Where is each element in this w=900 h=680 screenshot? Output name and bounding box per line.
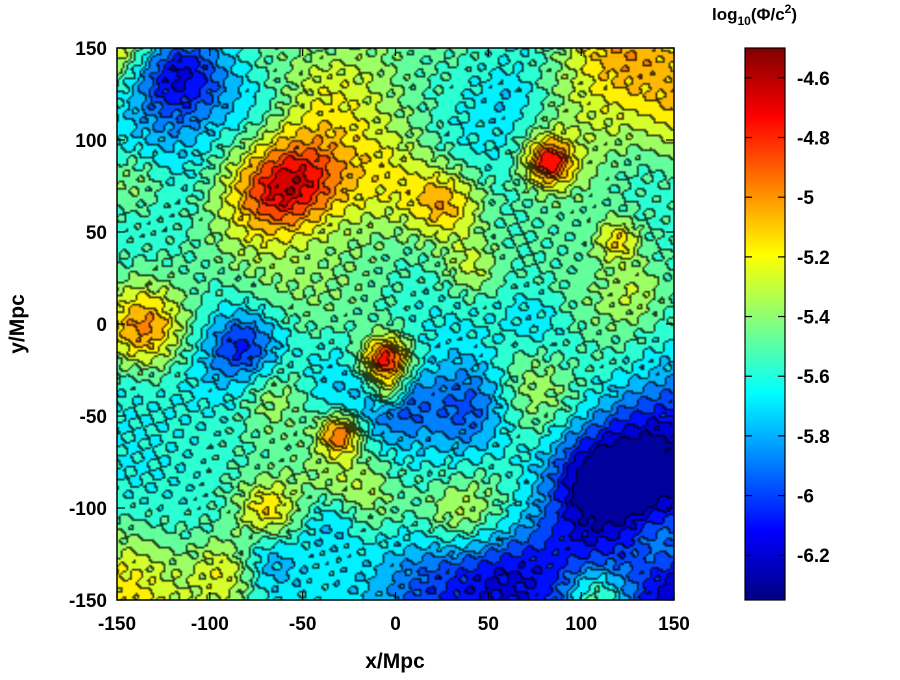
colorbar-tick-label: -5 bbox=[797, 188, 814, 209]
colorbar-gradient bbox=[745, 48, 785, 600]
y-tick-label: 0 bbox=[96, 315, 107, 336]
y-tick-label: 100 bbox=[75, 131, 107, 152]
colorbar-tick-label: -6.2 bbox=[797, 546, 830, 567]
colorbar: -4.6 -4.8 -5 -5.2 -5.4 -5.6 -5.8 -6 -6.2 log10(Φ… bbox=[712, 2, 830, 601]
colorbar-ticks: -4.6 -4.8 -5 -5.2 -5.4 -5.6 -5.8 -6 -6.2 bbox=[745, 69, 830, 567]
x-tick-label: 100 bbox=[565, 614, 597, 635]
y-axis-title: y/Mpc bbox=[6, 294, 29, 354]
colorbar-title-sub: 10 bbox=[738, 14, 752, 28]
x-tick-label: 0 bbox=[390, 614, 401, 635]
colorbar-title-sup: 2 bbox=[785, 2, 792, 16]
colorbar-tick-label: -6 bbox=[797, 487, 814, 508]
y-tick-label: -150 bbox=[69, 591, 107, 612]
colorbar-title-close: ) bbox=[791, 5, 797, 24]
x-tick-label: 50 bbox=[478, 614, 499, 635]
x-tick-label: -100 bbox=[191, 614, 229, 635]
y-tick-label: -100 bbox=[69, 499, 107, 520]
x-tick-label: 150 bbox=[658, 614, 690, 635]
plot-area bbox=[117, 48, 674, 600]
colorbar-tick-label: -4.6 bbox=[797, 69, 830, 90]
y-tick-label: 50 bbox=[86, 223, 107, 244]
colorbar-tick-label: -5.2 bbox=[797, 248, 830, 269]
x-axis-title: x/Mpc bbox=[365, 650, 425, 673]
x-tick-label: -150 bbox=[98, 614, 136, 635]
y-tick-label: -50 bbox=[80, 407, 107, 428]
colorbar-tick-label: -4.8 bbox=[797, 129, 830, 150]
colorbar-tick-label: -5.4 bbox=[797, 308, 830, 329]
x-tick-label: -50 bbox=[289, 614, 316, 635]
colorbar-frame bbox=[744, 47, 786, 601]
colorbar-tick-label: -5.8 bbox=[797, 427, 830, 448]
potential-heatmap bbox=[117, 48, 674, 600]
y-axis: 150 100 50 0 -50 -100 -150 bbox=[69, 39, 674, 612]
y-tick-label: 150 bbox=[75, 39, 107, 60]
colorbar-title-base: log bbox=[712, 5, 738, 24]
x-axis: -150 -100 -50 0 50 100 150 bbox=[98, 48, 690, 635]
colorbar-title-open: (Φ/c bbox=[751, 5, 785, 24]
colorbar-title: log10(Φ/c2) bbox=[712, 2, 797, 28]
colorbar-tick-label: -5.6 bbox=[797, 367, 830, 388]
